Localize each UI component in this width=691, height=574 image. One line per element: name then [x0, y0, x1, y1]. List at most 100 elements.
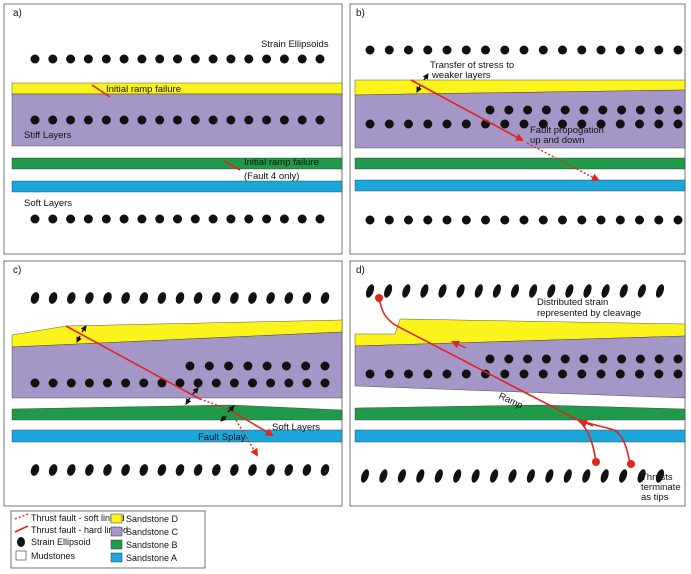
legend-sandstone-b: Sandstone B — [126, 540, 178, 550]
thrusts-label-line3: as tips — [641, 492, 669, 503]
strain-ellipsoid — [365, 45, 375, 55]
strain-ellipsoid — [175, 292, 185, 304]
sandstone-b-layer — [354, 157, 686, 170]
soft-layers-label: Soft Layers — [24, 198, 72, 209]
legend-frame — [10, 510, 206, 569]
fault-tip-upper — [375, 294, 383, 302]
legend-sandstone-d-swatch — [110, 513, 123, 524]
strain-ellipsoid — [48, 115, 58, 125]
strain-ellipsoid — [596, 119, 606, 129]
strain-ellipsoid — [474, 284, 483, 298]
strain-ellipsoid — [320, 361, 330, 371]
slip-arrow-upper — [451, 340, 467, 349]
thrust-fault-soft-linked — [526, 142, 600, 181]
strain-ellipsoid — [420, 284, 429, 298]
strain-ellipsoid — [673, 105, 683, 115]
strain-ellipsoid — [157, 378, 167, 388]
strain-ellipsoid — [30, 378, 40, 388]
strain-ellipsoid — [262, 115, 272, 125]
strain-ellipsoid — [485, 354, 495, 364]
strain-ellipsoid — [442, 369, 452, 379]
strain-ellipsoid — [208, 54, 218, 64]
legend-ellipsoid-swatch — [17, 537, 25, 547]
strain-ellipsoid — [360, 469, 370, 483]
strain-ellipsoid-rows — [365, 45, 683, 225]
strain-ellipsoid — [48, 464, 58, 476]
strain-ellipsoid — [173, 54, 182, 64]
strain-ellipsoid — [230, 292, 239, 304]
strain-ellipsoid — [121, 464, 130, 476]
strain-ellipsoid — [315, 115, 325, 125]
strain-ellipsoid — [519, 215, 529, 225]
strain-ellipsoid — [302, 464, 312, 476]
strain-ellipsoid — [284, 464, 294, 476]
strain-ellipsoid — [673, 45, 683, 55]
strain-ellipsoid — [30, 54, 40, 64]
strain-ellipsoid — [637, 469, 646, 483]
fault-4-only-label: (Fault 4 only) — [244, 171, 299, 182]
legend-ellipsoid: Strain Ellipsoid — [31, 537, 91, 547]
strain-ellipsoid — [504, 105, 514, 115]
strain-ellipsoid — [654, 369, 664, 379]
strain-ellipsoid — [67, 464, 76, 476]
strain-ellipsoid — [526, 469, 535, 483]
thrust-fault-hard-linked-2 — [229, 409, 274, 437]
strain-ellipsoid — [66, 115, 76, 125]
strain-ellipsoid — [596, 369, 606, 379]
strain-ellipsoid — [529, 284, 538, 298]
strain-ellipsoid — [320, 378, 330, 388]
strain-ellipsoid — [155, 115, 165, 125]
strain-ellipsoid — [190, 115, 200, 125]
initial-ramp-failure-label-1: Initial ramp failure — [106, 84, 181, 95]
strain-ellipsoid — [637, 284, 646, 298]
strain-ellipsoid — [500, 119, 510, 129]
strain-ellipsoid — [320, 464, 330, 476]
sandstone-a-layer — [11, 180, 343, 193]
strain-ellipsoid — [315, 54, 325, 64]
initial-ramp-fault-lower — [223, 160, 241, 171]
strain-ellipsoid — [119, 214, 129, 224]
strain-ellipsoid — [519, 45, 529, 55]
strain-ellipsoid — [243, 361, 253, 371]
strain-ellipsoid — [523, 354, 533, 364]
strain-ellipsoid — [541, 105, 551, 115]
strain-ellipsoid — [302, 378, 312, 388]
strain-ellipsoid — [30, 115, 40, 125]
strain-ellipsoid — [190, 54, 200, 64]
strain-ellipsoid — [461, 215, 471, 225]
legend-hard-linked-swatch — [14, 525, 29, 533]
legend-soft-linked: Thrust fault - soft linked — [31, 513, 125, 523]
strain-ellipsoid — [481, 45, 490, 55]
strain-ellipsoid — [655, 284, 665, 298]
strain-ellipsoid — [541, 354, 551, 364]
strain-ellipsoid — [244, 115, 254, 125]
legend-sandstone-a-swatch — [110, 552, 123, 563]
strain-ellipsoid — [173, 214, 182, 224]
stress-arrow — [185, 397, 192, 405]
strain-ellipsoid — [596, 215, 606, 225]
stress-arrow — [227, 405, 235, 413]
strain-ellipsoid — [558, 215, 567, 225]
strain-ellipsoid — [635, 369, 644, 379]
strain-ellipsoid — [262, 54, 272, 64]
strain-ellipsoid — [193, 464, 203, 476]
strain-ellipsoid — [266, 292, 275, 304]
strain-ellipsoid — [279, 54, 289, 64]
strain-ellipsoid — [101, 115, 111, 125]
soft-layers-label: Soft Layers — [272, 422, 320, 433]
strain-ellipsoid — [248, 378, 257, 388]
strain-ellipsoid — [500, 369, 510, 379]
stress-arrow — [80, 325, 87, 333]
thrust-fault-hard-linked — [410, 79, 524, 141]
slip-arrow-lower — [579, 419, 594, 427]
thrust-fault-hard-linked — [65, 325, 201, 400]
strain-ellipsoid — [85, 292, 94, 304]
strain-ellipsoid — [119, 115, 129, 125]
strain-ellipsoid — [67, 292, 76, 304]
legend-sandstone-b-swatch — [110, 539, 123, 550]
strain-ellipsoid — [384, 215, 394, 225]
strain-ellipsoid — [48, 292, 58, 304]
fault-propagation-line1: Fault propogation — [530, 125, 604, 136]
strain-ellipsoid — [48, 378, 58, 388]
strain-ellipsoid — [601, 284, 610, 298]
